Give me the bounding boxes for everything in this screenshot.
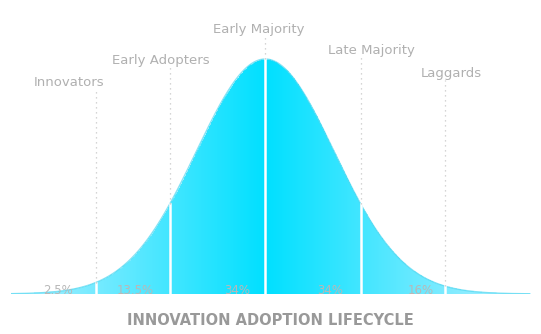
Text: 34%: 34% [317,284,343,297]
Text: Late Majority: Late Majority [328,44,414,57]
Text: 13.5%: 13.5% [117,284,154,297]
Text: 16%: 16% [408,284,434,297]
Text: Innovators: Innovators [34,76,105,89]
Text: Early Majority: Early Majority [213,23,305,36]
Text: INNOVATION ADOPTION LIFECYCLE: INNOVATION ADOPTION LIFECYCLE [127,313,414,328]
Text: Early Adopters: Early Adopters [112,53,210,66]
Text: 2.5%: 2.5% [43,284,72,297]
Text: 34%: 34% [224,284,250,297]
Text: Laggards: Laggards [421,67,482,80]
